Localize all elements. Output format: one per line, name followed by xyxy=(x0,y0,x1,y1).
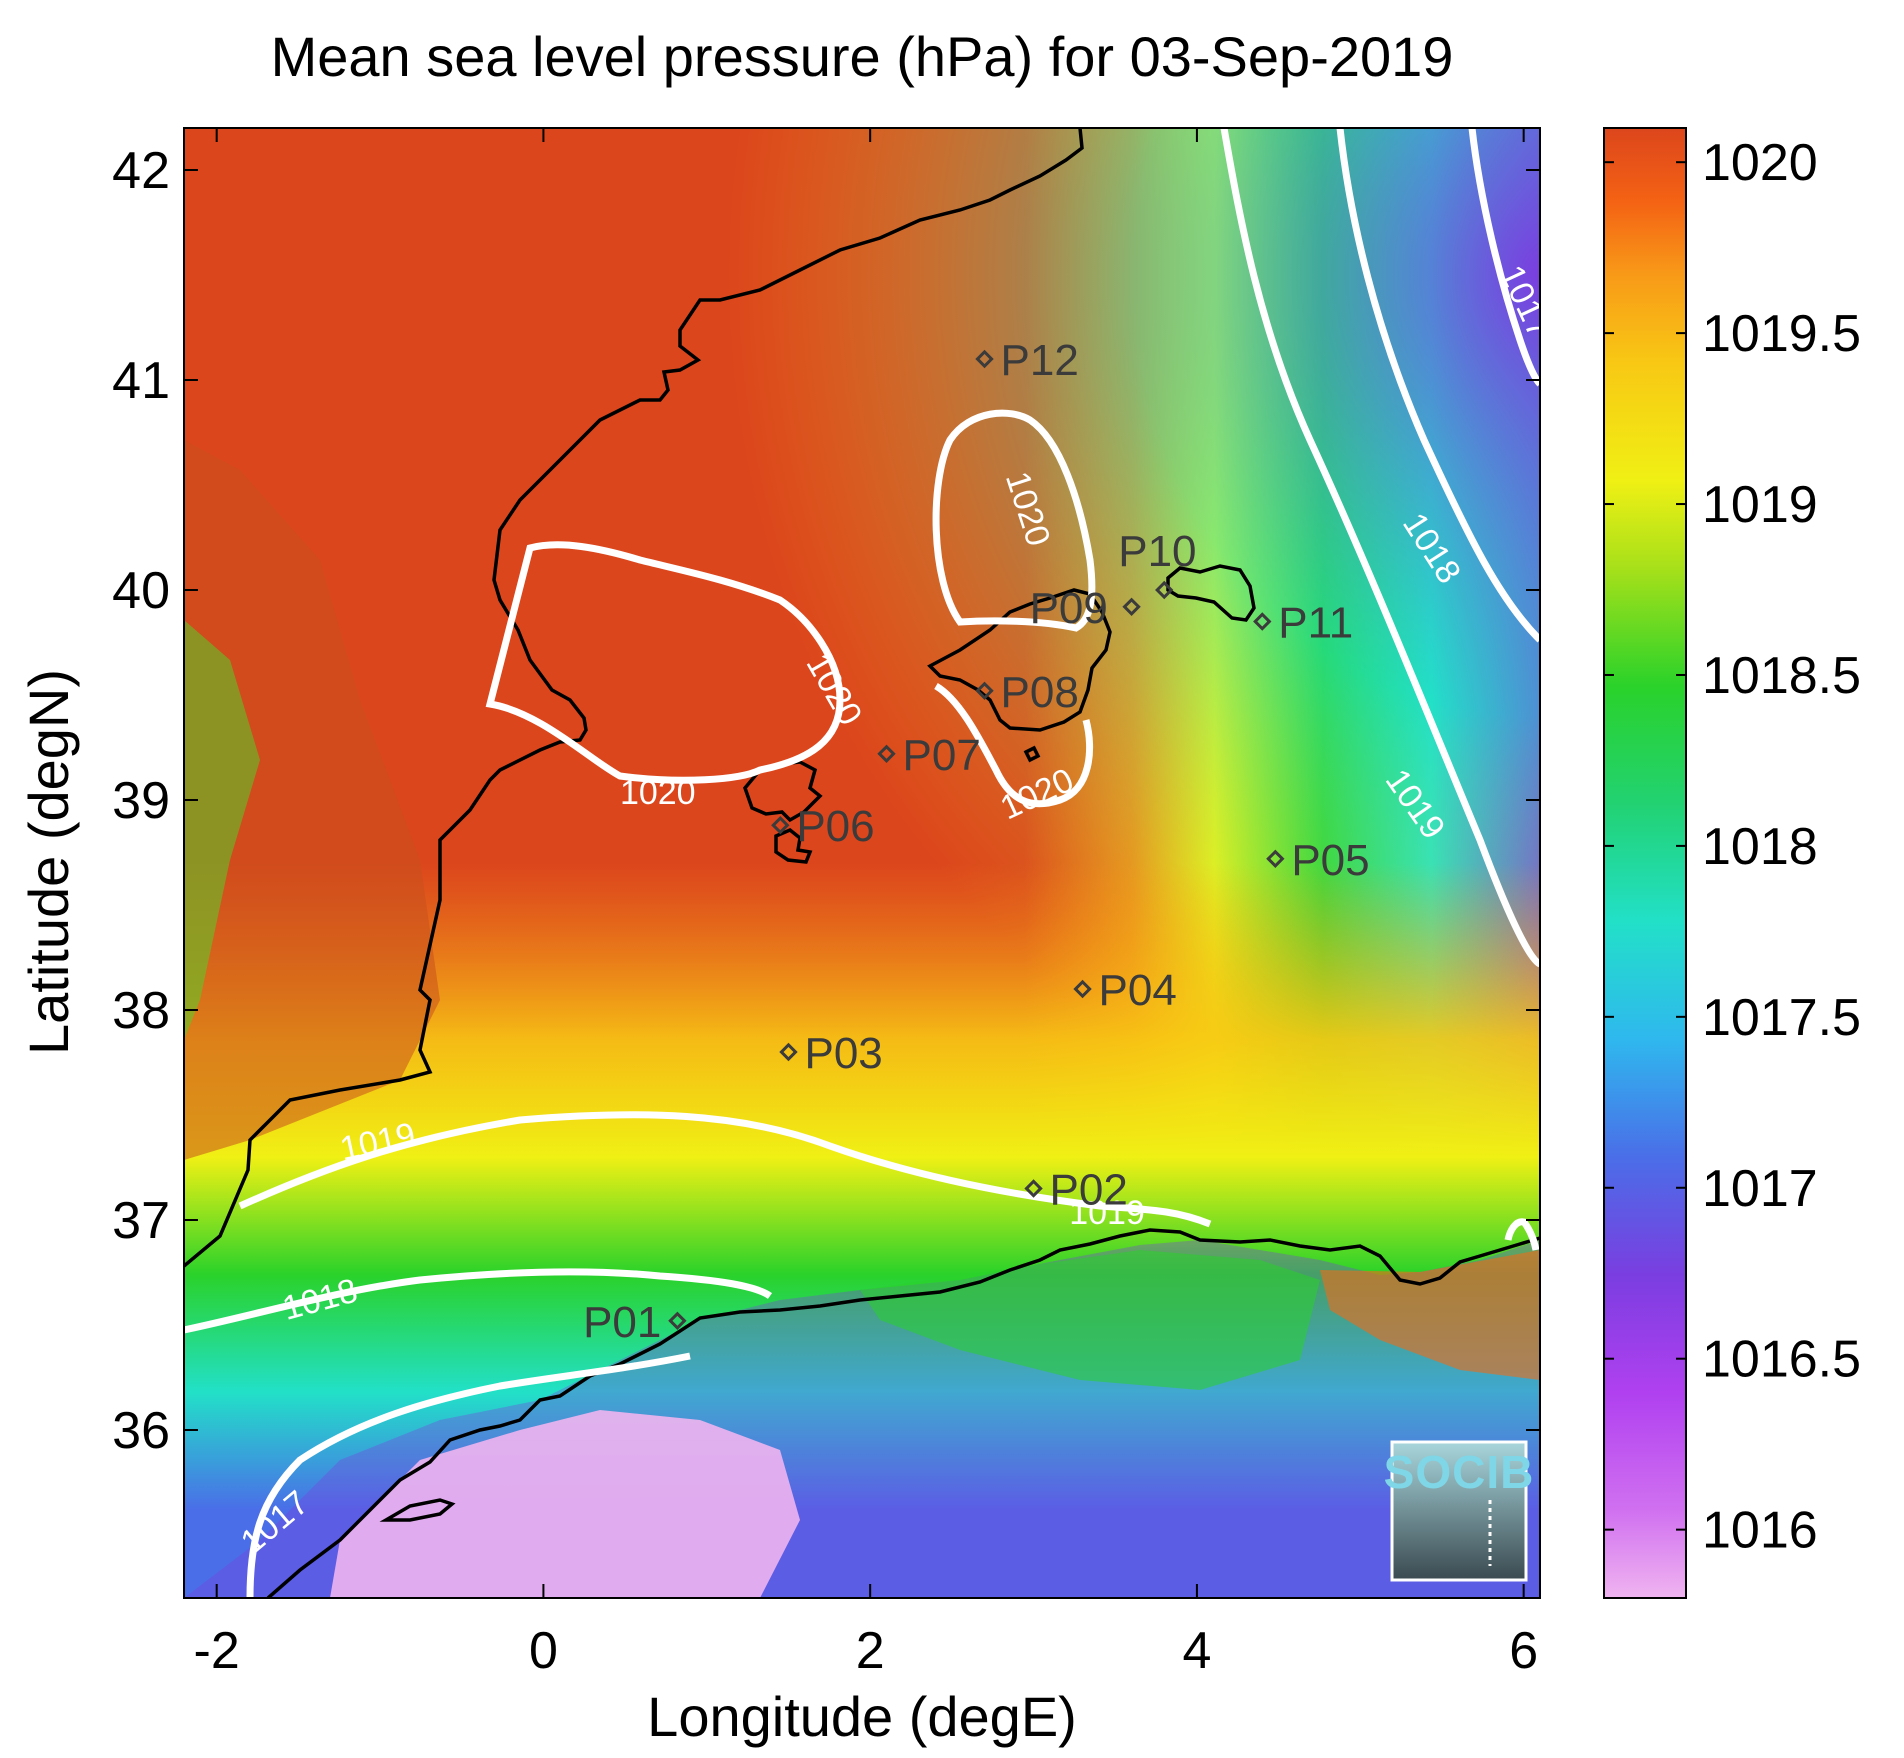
y-axis: 36 37 38 39 40 41 42 xyxy=(112,142,1540,1460)
x-tick-label-2: 2 xyxy=(856,1622,885,1680)
x-tick-label-0: -2 xyxy=(194,1622,240,1680)
contour-label-5: 1019 xyxy=(1069,1194,1145,1232)
socib-logo-box xyxy=(1390,1440,1528,1582)
station-label: P03 xyxy=(804,1029,882,1078)
contour-1017-east xyxy=(1468,128,1540,387)
contour-label-2: 1020 xyxy=(620,774,696,812)
station-marker xyxy=(975,681,994,700)
colorbar-gradient xyxy=(1603,127,1687,1599)
station-marker xyxy=(668,1311,687,1330)
station-p03: P03 xyxy=(779,1029,883,1078)
colorbar-tick-label-7: 1019.5 xyxy=(1702,305,1861,363)
y-tick-label-0: 36 xyxy=(112,1402,170,1460)
formentera-coastline xyxy=(774,827,813,864)
africa-orange-coast xyxy=(1320,1250,1540,1380)
contour-1018-south xyxy=(184,1268,773,1334)
colorbar-tick-label-3: 1017.5 xyxy=(1702,989,1861,1047)
contour-1019-east xyxy=(1220,128,1540,968)
menorca-coastline xyxy=(1166,564,1256,622)
station-marker xyxy=(1122,597,1141,616)
station-p11: P11 xyxy=(1253,599,1353,648)
colorbar-tick-label-4: 1018 xyxy=(1702,818,1818,876)
station-p08: P08 xyxy=(975,668,1079,717)
colorbar-tick-label-1: 1016.5 xyxy=(1702,1331,1861,1389)
station-label: P09 xyxy=(1030,584,1108,633)
station-p04: P04 xyxy=(1073,966,1177,1015)
station-marker xyxy=(975,349,994,369)
contour-1020-west xyxy=(485,541,844,784)
station-p12: P12 xyxy=(975,336,1079,385)
contour-lines xyxy=(184,128,1540,1598)
station-marker xyxy=(1073,979,1092,999)
x-tick-label-4: 6 xyxy=(1509,1622,1538,1680)
y-tick-label-3: 39 xyxy=(112,772,170,830)
socib-logo-text: SOCIB xyxy=(1384,1446,1535,1498)
y-tick-label-1: 37 xyxy=(112,1192,170,1250)
y-tick-label-2: 38 xyxy=(112,982,170,1040)
station-label: P06 xyxy=(796,802,874,851)
station-label: P12 xyxy=(1001,336,1079,385)
plot-frame xyxy=(183,127,1541,1599)
station-marker xyxy=(877,744,896,763)
colorbar-ticks: 1016 1016.5 1017 1017.5 1018 1018.5 1019 1019.5… xyxy=(1604,134,1861,1560)
colorbar-tick-label-8: 1020 xyxy=(1702,134,1818,192)
station-marker xyxy=(1253,612,1272,631)
x-tick-label-1: 0 xyxy=(529,1622,558,1680)
contour-1017-south xyxy=(246,1352,691,1598)
chart-title: Mean sea level pressure (hPa) for 03-Sep… xyxy=(271,25,1454,88)
colorbar-tick-label-0: 1016 xyxy=(1702,1502,1818,1560)
iberia-green-patch xyxy=(184,620,260,1040)
iberia-land-texture xyxy=(184,440,440,1160)
x-tick-label-3: 4 xyxy=(1182,1622,1211,1680)
station-marker xyxy=(779,1042,798,1062)
station-p05: P05 xyxy=(1266,836,1370,885)
station-label: P05 xyxy=(1291,836,1369,885)
africa-coastline xyxy=(266,1228,1540,1598)
y-tick-label-5: 41 xyxy=(112,352,170,410)
colorbar: 1016 1016.5 1017 1017.5 1018 1018.5 1019 1019.5… xyxy=(1603,127,1861,1599)
station-p02: P02 xyxy=(1024,1166,1128,1215)
station-p09: P09 xyxy=(1030,584,1141,633)
contour-1020-north xyxy=(932,409,1096,632)
station-label: P02 xyxy=(1050,1166,1128,1215)
station-marker xyxy=(1266,849,1285,868)
socib-logo: SOCIB xyxy=(1384,1440,1535,1582)
station-marker xyxy=(1024,1179,1043,1198)
station-label: P01 xyxy=(583,1298,661,1347)
station-p07: P07 xyxy=(877,731,981,780)
x-axis: -2 0 2 4 6 xyxy=(194,128,1538,1680)
station-label: P11 xyxy=(1278,599,1353,648)
colorbar-tick-label-6: 1019 xyxy=(1702,476,1818,534)
station-label: P07 xyxy=(903,731,981,780)
y-axis-label: Latitude (degN) xyxy=(17,669,80,1055)
station-marker xyxy=(1155,580,1174,600)
colorbar-tick-label-5: 1018.5 xyxy=(1702,647,1861,705)
station-label: P10 xyxy=(1118,527,1196,576)
contour-1020-mallorca xyxy=(934,682,1094,808)
contour-1019-africa xyxy=(1504,1218,1540,1251)
station-p10: P10 xyxy=(1118,527,1197,600)
y-tick-label-4: 40 xyxy=(112,562,170,620)
contour-1019-south xyxy=(238,1111,1212,1228)
cabrera-island xyxy=(1023,745,1041,763)
iberia-coastline xyxy=(184,128,1084,1268)
station-marker xyxy=(771,816,790,835)
station-label: P04 xyxy=(1099,966,1177,1015)
africa-pink-region xyxy=(330,1410,800,1598)
alboran-island xyxy=(379,1498,456,1522)
contour-1018-east xyxy=(1336,128,1540,643)
x-axis-label: Longitude (degE) xyxy=(647,1685,1077,1748)
station-p01: P01 xyxy=(583,1298,687,1347)
colorbar-tick-label-2: 1017 xyxy=(1702,1160,1818,1218)
station-p06: P06 xyxy=(771,802,875,851)
station-label: P08 xyxy=(1001,668,1079,717)
y-tick-label-6: 42 xyxy=(112,142,170,200)
